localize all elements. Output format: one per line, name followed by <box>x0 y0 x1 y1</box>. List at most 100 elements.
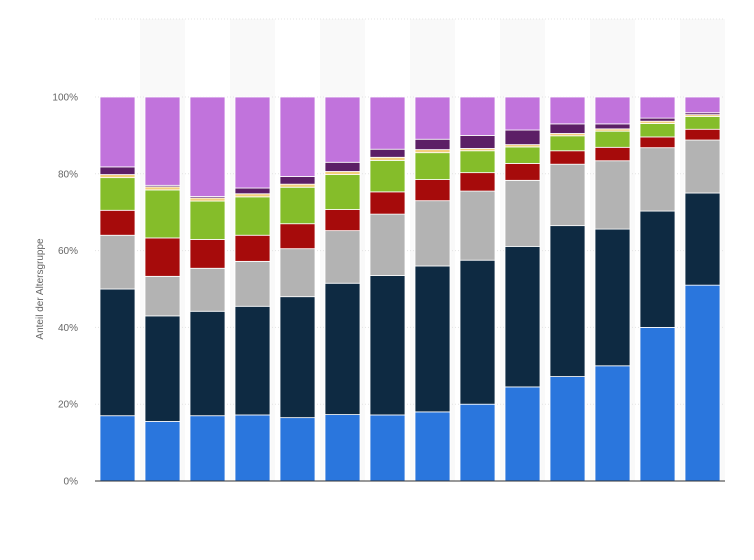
bar-segment[interactable] <box>459 403 496 482</box>
bar-segment[interactable] <box>99 234 136 290</box>
bar-segment[interactable] <box>414 138 451 151</box>
bar-segment[interactable] <box>234 96 271 189</box>
bar-segment[interactable] <box>279 417 316 482</box>
bar-segment[interactable] <box>459 259 496 405</box>
bar-segment[interactable] <box>369 414 406 482</box>
bar-segment[interactable] <box>684 284 721 482</box>
bar-segment[interactable] <box>144 189 181 239</box>
bar-segment[interactable] <box>99 415 136 482</box>
bar-segment[interactable] <box>144 421 181 482</box>
bar-segment[interactable] <box>369 148 406 158</box>
bar-segment[interactable] <box>279 176 316 185</box>
bar-segment[interactable] <box>504 146 541 164</box>
bar-segment[interactable] <box>639 326 676 482</box>
bar-segment[interactable] <box>594 130 631 148</box>
bar-segment[interactable] <box>324 174 361 210</box>
bar-segment[interactable] <box>504 129 541 146</box>
bar-segment[interactable] <box>639 117 676 122</box>
bar-segment[interactable] <box>279 96 316 177</box>
bar-segment[interactable] <box>594 146 631 162</box>
bar-segment[interactable] <box>189 239 226 269</box>
bar-segment[interactable] <box>99 209 136 236</box>
bar-segment[interactable] <box>99 174 136 179</box>
bar-segment[interactable] <box>594 365 631 482</box>
bar-segment[interactable] <box>324 282 361 415</box>
bar-segment[interactable] <box>459 172 496 192</box>
bar-segment[interactable] <box>234 196 271 236</box>
bar-segment[interactable] <box>684 139 721 194</box>
bar-segment[interactable] <box>189 197 226 202</box>
bar-segment[interactable] <box>144 315 181 422</box>
bar-segment[interactable] <box>504 163 541 181</box>
bar-segment[interactable] <box>234 187 271 195</box>
bar-segment[interactable] <box>324 414 361 482</box>
bar-segment[interactable] <box>414 411 451 482</box>
bar-segment[interactable] <box>369 159 406 193</box>
bar-segment[interactable] <box>324 96 361 163</box>
bar-segment[interactable] <box>144 237 181 277</box>
bar-segment[interactable] <box>189 415 226 482</box>
bar-segment[interactable] <box>684 128 721 141</box>
bar-segment[interactable] <box>549 150 586 165</box>
bar-segment[interactable] <box>99 177 136 211</box>
bar-segment[interactable] <box>459 134 496 149</box>
bar-segment[interactable] <box>414 96 451 140</box>
bar-segment[interactable] <box>279 296 316 419</box>
bar-segment[interactable] <box>504 179 541 247</box>
bar-segment[interactable] <box>279 186 316 225</box>
bar-segment[interactable] <box>414 200 451 267</box>
bar-segment[interactable] <box>639 123 676 138</box>
bar-segment[interactable] <box>504 245 541 388</box>
bar-segment[interactable] <box>279 183 316 188</box>
bar-segment[interactable] <box>369 213 406 276</box>
bar-segment[interactable] <box>684 96 721 114</box>
bar-segment[interactable] <box>504 386 541 482</box>
bar-segment[interactable] <box>549 163 586 227</box>
bar-segment[interactable] <box>189 200 226 240</box>
bar-segment[interactable] <box>99 288 136 417</box>
bar-segment[interactable] <box>369 191 406 215</box>
bar-segment[interactable] <box>234 260 271 307</box>
bar-segment[interactable] <box>594 160 631 230</box>
bar-segment[interactable] <box>594 228 631 367</box>
bar-segment[interactable] <box>549 135 586 152</box>
bar-segment[interactable] <box>639 96 676 119</box>
bar-segment[interactable] <box>99 166 136 175</box>
bar-segment[interactable] <box>414 149 451 154</box>
bar-segment[interactable] <box>189 96 226 197</box>
bar-segment[interactable] <box>504 96 541 131</box>
bar-segment[interactable] <box>549 376 586 482</box>
bar-segment[interactable] <box>639 136 676 149</box>
bar-segment[interactable] <box>459 150 496 174</box>
bar-segment[interactable] <box>234 414 271 482</box>
bar-segment[interactable] <box>144 275 181 317</box>
bar-segment[interactable] <box>144 96 181 186</box>
bar-segment[interactable] <box>414 152 451 180</box>
bar-segment[interactable] <box>189 267 226 312</box>
bar-segment[interactable] <box>459 190 496 261</box>
bar-segment[interactable] <box>684 116 721 130</box>
bar-segment[interactable] <box>549 123 586 134</box>
bar-segment[interactable] <box>99 96 136 168</box>
bar-segment[interactable] <box>414 265 451 413</box>
bar-segment[interactable] <box>414 179 451 202</box>
bar-segment[interactable] <box>549 96 586 125</box>
bar-segment[interactable] <box>279 223 316 250</box>
bar-segment[interactable] <box>234 234 271 262</box>
bar-segment[interactable] <box>369 156 406 161</box>
bar-segment[interactable] <box>594 123 631 130</box>
bar-segment[interactable] <box>189 310 226 417</box>
bar-segment[interactable] <box>639 210 676 328</box>
bar-segment[interactable] <box>279 248 316 298</box>
bar-segment[interactable] <box>324 171 361 175</box>
bar-segment[interactable] <box>144 186 181 191</box>
bar-segment[interactable] <box>234 305 271 416</box>
bar-segment[interactable] <box>324 230 361 284</box>
bar-segment[interactable] <box>639 147 676 212</box>
bar-segment[interactable] <box>234 193 271 198</box>
bar-segment[interactable] <box>594 96 631 125</box>
bar-segment[interactable] <box>369 96 406 150</box>
bar-segment[interactable] <box>324 209 361 232</box>
bar-segment[interactable] <box>459 96 496 136</box>
bar-segment[interactable] <box>369 275 406 416</box>
